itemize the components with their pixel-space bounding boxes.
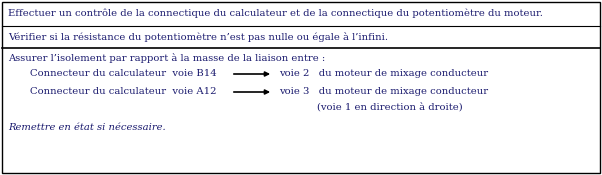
- Text: Remettre en état si nécessaire.: Remettre en état si nécessaire.: [8, 124, 166, 132]
- Text: (voie 1 en direction à droite): (voie 1 en direction à droite): [317, 103, 463, 113]
- Text: voie 2   du moteur de mixage conducteur: voie 2 du moteur de mixage conducteur: [279, 69, 488, 79]
- Text: voie 3   du moteur de mixage conducteur: voie 3 du moteur de mixage conducteur: [279, 88, 488, 96]
- Text: Vérifier si la résistance du potentiomètre n’est pas nulle ou égale à l’infini.: Vérifier si la résistance du potentiomèt…: [8, 32, 388, 42]
- Text: Connecteur du calculateur  voie A12: Connecteur du calculateur voie A12: [30, 88, 217, 96]
- Text: Connecteur du calculateur  voie B14: Connecteur du calculateur voie B14: [30, 69, 217, 79]
- Text: Effectuer un contrôle de la connectique du calculateur et de la connectique du p: Effectuer un contrôle de la connectique …: [8, 8, 543, 18]
- Text: Assurer l’isolement par rapport à la masse de la liaison entre :: Assurer l’isolement par rapport à la mas…: [8, 53, 325, 63]
